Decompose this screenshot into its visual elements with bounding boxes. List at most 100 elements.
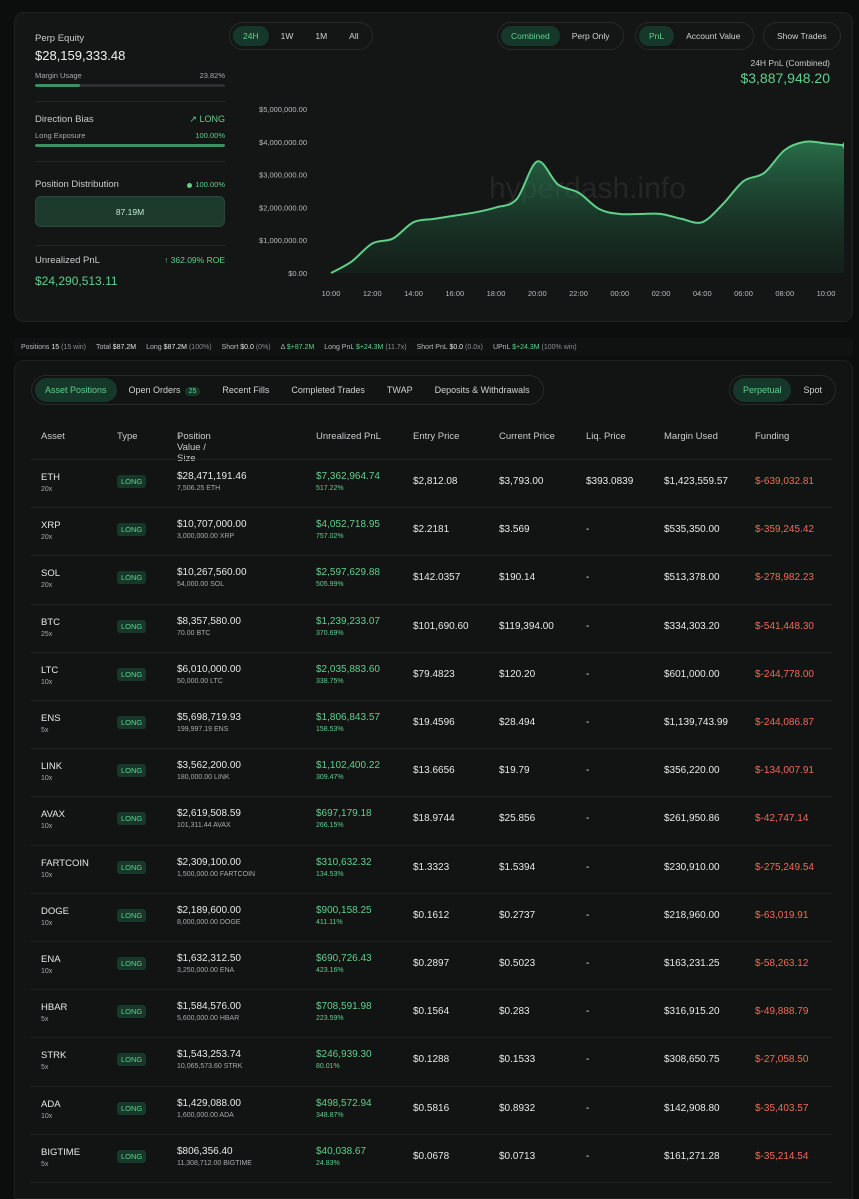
- leverage: 20x: [41, 582, 53, 590]
- mode-combined-button[interactable]: Combined: [501, 26, 560, 46]
- position-type-badge: LONG: [117, 667, 147, 681]
- leverage: 20x: [41, 534, 53, 542]
- table-row[interactable]: BTC 25x LONG $8,357,580.00 70.00 BTC $1,239,2…: [31, 603, 832, 652]
- show-trades-button[interactable]: Show Trades: [777, 31, 827, 41]
- mode-perp-only-button[interactable]: Perp Only: [571, 31, 610, 41]
- unrealized-pnl: $40,038.67: [316, 1145, 367, 1157]
- pnl-current-point[interactable]: [842, 142, 844, 149]
- perpetual-toggle-button[interactable]: Perpetual: [732, 378, 792, 402]
- position-type-badge: LONG: [117, 523, 147, 537]
- stat-extra: (15 win): [61, 343, 87, 351]
- market-toggle: Perpetual Spot: [728, 375, 836, 405]
- current-price: $3.569: [499, 524, 530, 536]
- table-row[interactable]: BIGTIME 5x LONG $806,356.40 11,308,712.00 BI…: [31, 1133, 832, 1182]
- entry-price: $0.1288: [413, 1054, 450, 1066]
- entry-price: $0.0678: [413, 1150, 450, 1162]
- position-distribution-amount: 87.19M: [115, 206, 145, 217]
- funding: $-35,214.54: [755, 1150, 809, 1162]
- tab-completed-trades[interactable]: Completed Trades: [281, 378, 375, 402]
- tab-label: Recent Fills: [222, 385, 270, 395]
- header-margin-used[interactable]: Margin Used: [664, 431, 718, 442]
- position-value: $1,632,312.50: [177, 953, 241, 964]
- table-row[interactable]: DOGE 10x LONG $2,189,600.00 8,000,000.00 DOG…: [31, 892, 832, 941]
- sort-down-icon: ↓: [177, 431, 182, 442]
- position-value: $2,309,100.00: [177, 856, 241, 868]
- range-all-button[interactable]: All: [349, 31, 359, 41]
- position-size: 54,000.00 SOL: [177, 581, 225, 589]
- funding: $-639,032.81: [755, 476, 814, 487]
- funding: $-359,245.42: [755, 524, 814, 536]
- tab-asset-positions[interactable]: Asset Positions: [35, 378, 117, 402]
- leverage: 10x: [41, 823, 53, 831]
- header-liq-price[interactable]: Liq. Price: [586, 431, 626, 442]
- stat-value: $+24.3M: [355, 343, 384, 351]
- position-value: $6,010,000.00: [177, 663, 241, 675]
- position-type-badge: LONG: [117, 957, 147, 970]
- perp-equity-label: Perp Equity: [35, 33, 85, 44]
- metric-pnl-button[interactable]: PnL: [639, 26, 675, 46]
- liq-price: -: [586, 668, 590, 680]
- position-distribution-bar[interactable]: 87.19M: [35, 196, 225, 227]
- position-value: $3,562,200.00: [177, 760, 241, 772]
- position-size: 5,600,000.00 HBAR: [177, 1015, 240, 1023]
- entry-price: $13.6656: [413, 765, 455, 777]
- spot-toggle-button[interactable]: Spot: [803, 385, 822, 395]
- table-row[interactable]: LTC 10x LONG $6,010,000.00 50,000.00 LTC $2,0…: [31, 651, 832, 700]
- position-distribution-label: Position Distribution: [35, 179, 119, 190]
- table-row[interactable]: STRK 5x LONG $1,543,253.74 10,065,573.60 STR…: [31, 1037, 832, 1085]
- perp-equity-value: $28,159,333.48: [35, 48, 126, 63]
- table-row[interactable]: ADA 10x LONG $1,429,088.00 1,600,000.00 ADA $…: [31, 1085, 832, 1134]
- header-funding[interactable]: Funding: [755, 431, 790, 442]
- unrealized-pnl-pct: 266.15%: [316, 822, 344, 830]
- pnl-line: [330, 140, 844, 274]
- header-unrealized-pnl[interactable]: Unrealized PnL: [316, 431, 381, 442]
- unrealized-pnl-pct: 134.53%: [316, 870, 344, 878]
- stat-item: Short PnL $0.0 (0.0x): [417, 344, 483, 351]
- range-24h-button[interactable]: 24H: [233, 26, 269, 46]
- header-entry-price[interactable]: Entry Price: [413, 431, 460, 442]
- positions-stats-bar: Positions 15 (15 win) Total $87.2M Long $8…: [14, 338, 853, 356]
- x-tick-label: 02:00: [652, 289, 671, 298]
- table-row[interactable]: XRP 20x LONG $10,707,000.00 3,000,000.00 XRP…: [31, 507, 832, 555]
- leverage: 10x: [41, 871, 53, 879]
- header-asset[interactable]: Asset: [41, 431, 65, 442]
- unrealized-pnl-pct: 348.87%: [316, 1111, 344, 1119]
- table-row[interactable]: ENA 10x LONG $1,632,312.50 3,250,000.00 ENA $…: [31, 941, 832, 989]
- stat-item: Positions 15 (15 win): [21, 344, 86, 351]
- stat-extra: (100%): [188, 343, 212, 351]
- range-1w-button[interactable]: 1W: [280, 31, 294, 41]
- table-row[interactable]: LINK 10x LONG $3,562,200.00 180,000.00 LINK $…: [31, 748, 832, 796]
- asset-name: BTC: [41, 616, 60, 628]
- perp-equity-section: Perp Equity $28,159,333.48 Margin Usage …: [35, 33, 225, 87]
- current-price: $0.8932: [499, 1102, 536, 1114]
- current-price: $25.856: [499, 813, 536, 825]
- table-row[interactable]: ENS 5x LONG $5,698,719.93 199,997.19 ENS $1,8…: [31, 700, 832, 748]
- tab-deposits-withdrawals[interactable]: Deposits & Withdrawals: [425, 378, 540, 402]
- tab-twap[interactable]: TWAP: [377, 378, 423, 402]
- funding: $-42,747.14: [755, 813, 809, 825]
- table-row[interactable]: AVAX 10x LONG $2,619,508.59 101,311.44 AVAX $…: [31, 796, 832, 844]
- table-row[interactable]: FARTCOIN 10x LONG $2,309,100.00 1,500,000.00…: [31, 844, 832, 893]
- leverage: 10x: [41, 919, 53, 927]
- table-row[interactable]: SOL 20x LONG $10,267,560.00 54,000.00 SOL $2,…: [31, 555, 832, 603]
- pnl-chart[interactable]: hyperdash.info $0.00$1,000,000.00$2,000,…: [229, 83, 844, 313]
- metric-account-value-button[interactable]: Account Value: [686, 31, 741, 41]
- position-value: $5,698,719.93: [177, 712, 241, 723]
- table-row[interactable]: HBAR 5x LONG $1,584,576.00 5,600,000.00 HBAR…: [31, 989, 832, 1037]
- tab-open-orders[interactable]: Open Orders 25: [119, 378, 211, 403]
- liq-price: -: [586, 1102, 590, 1114]
- range-1m-button[interactable]: 1M: [315, 31, 328, 41]
- header-type[interactable]: Type: [117, 431, 138, 442]
- long-exposure-label: Long Exposure: [35, 131, 86, 140]
- header-current-price[interactable]: Current Price: [499, 431, 555, 442]
- entry-price: $0.2897: [413, 958, 450, 969]
- funding: $-27,058.50: [755, 1054, 809, 1066]
- unrealized-pnl: $1,806,843.57: [316, 712, 380, 723]
- unrealized-pnl-pct: 411.11%: [316, 918, 343, 926]
- current-price: $3,793.00: [499, 476, 544, 487]
- asset-name: ENA: [41, 954, 61, 965]
- asset-name: HBAR: [41, 1002, 68, 1014]
- table-row[interactable]: ETH 20x LONG $28,471,191.46 7,506.25 ETH $7,3…: [31, 459, 832, 507]
- chart-header: 24H PnL (Combined) $3,887,948.20: [740, 58, 830, 86]
- tab-recent-fills[interactable]: Recent Fills: [212, 378, 279, 402]
